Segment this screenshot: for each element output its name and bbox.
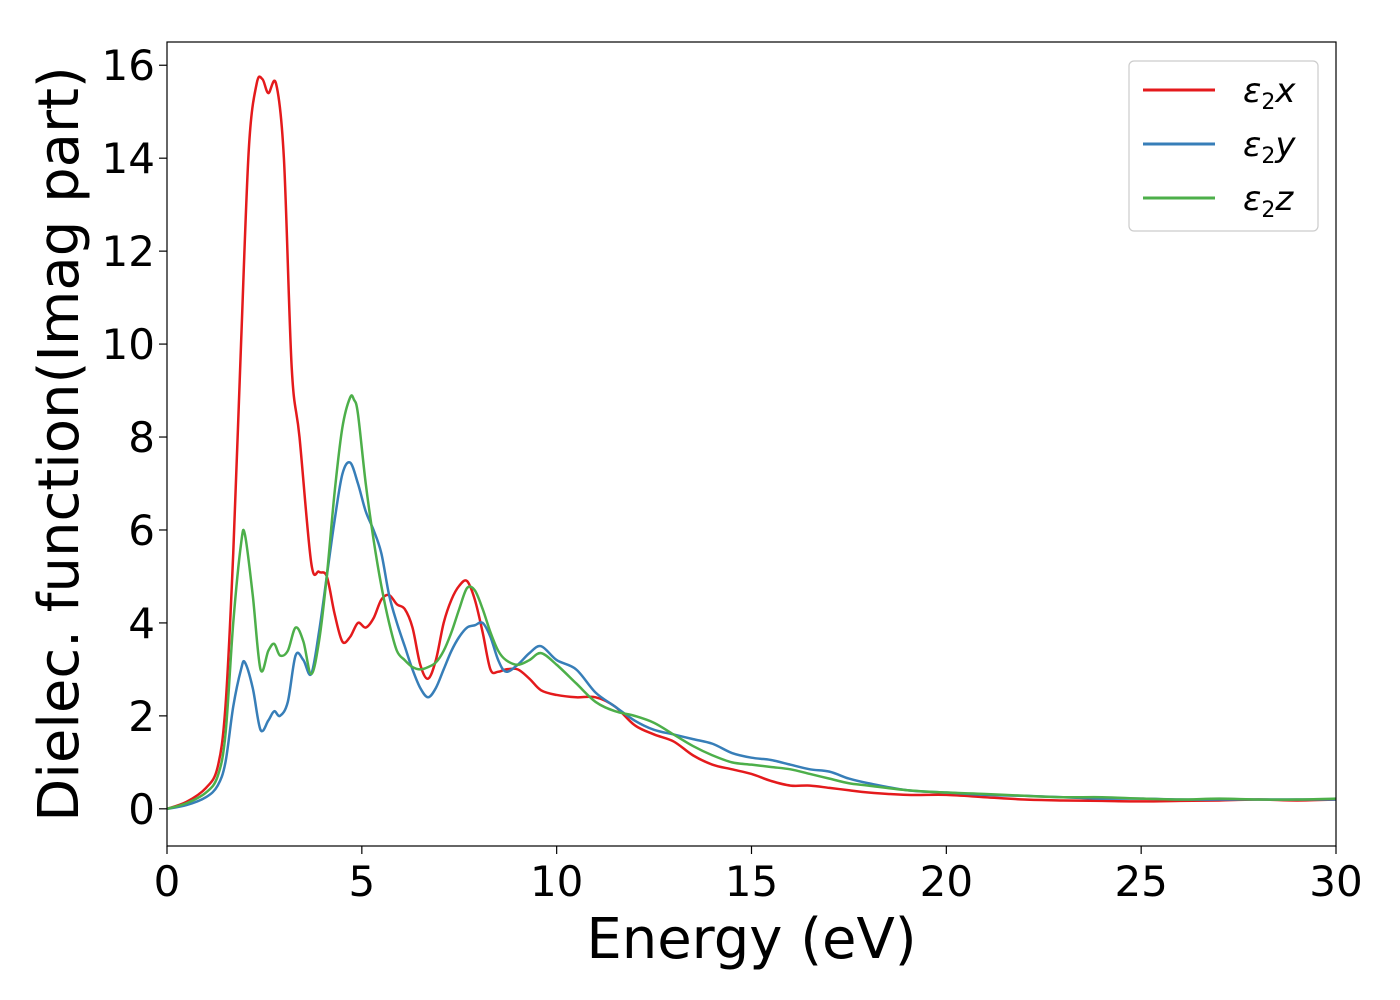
x-tick-label: 25: [1114, 857, 1167, 906]
legend: ε2x ε2y ε2z: [1128, 60, 1319, 232]
series-line-z: [167, 394, 1336, 811]
legend-label: ε2z: [1243, 179, 1294, 223]
y-tick-label: 12: [102, 227, 155, 276]
y-tick-label: 0: [128, 785, 155, 834]
legend-label: ε2x: [1243, 71, 1296, 115]
legend-box: [1128, 60, 1319, 232]
series-group: [167, 75, 1336, 811]
x-tick-label: 15: [725, 857, 778, 906]
y-axis-label: Dielec. function(Imag part): [27, 66, 92, 822]
legend-item-y: ε2y: [1143, 125, 1296, 169]
legend-item-x: ε2x: [1143, 71, 1296, 115]
series-line-y: [167, 461, 1336, 811]
y-tick-label: 6: [128, 506, 155, 555]
y-tick-label: 8: [128, 413, 155, 462]
x-axis-label: Energy (eV): [586, 907, 916, 972]
x-tick-label: 20: [920, 857, 973, 906]
series-line-x: [167, 75, 1336, 811]
y-tick-label: 14: [102, 134, 155, 183]
y-tick-label: 10: [102, 320, 155, 369]
legend-label: ε2y: [1243, 125, 1296, 169]
x-tick-label: 10: [530, 857, 583, 906]
plot-area: 0 5 10 15 20 25 30 0 2 4 6 8 10 12 14 16 Energy (eV) Diel…: [27, 41, 1363, 972]
x-tick-label: 0: [154, 857, 181, 906]
legend-item-z: ε2z: [1143, 179, 1294, 223]
x-tick-label: 5: [348, 857, 375, 906]
x-tick-label: 30: [1309, 857, 1362, 906]
y-tick-label: 4: [128, 599, 155, 648]
y-tick-label: 16: [102, 41, 155, 90]
y-tick-label: 2: [128, 692, 155, 741]
